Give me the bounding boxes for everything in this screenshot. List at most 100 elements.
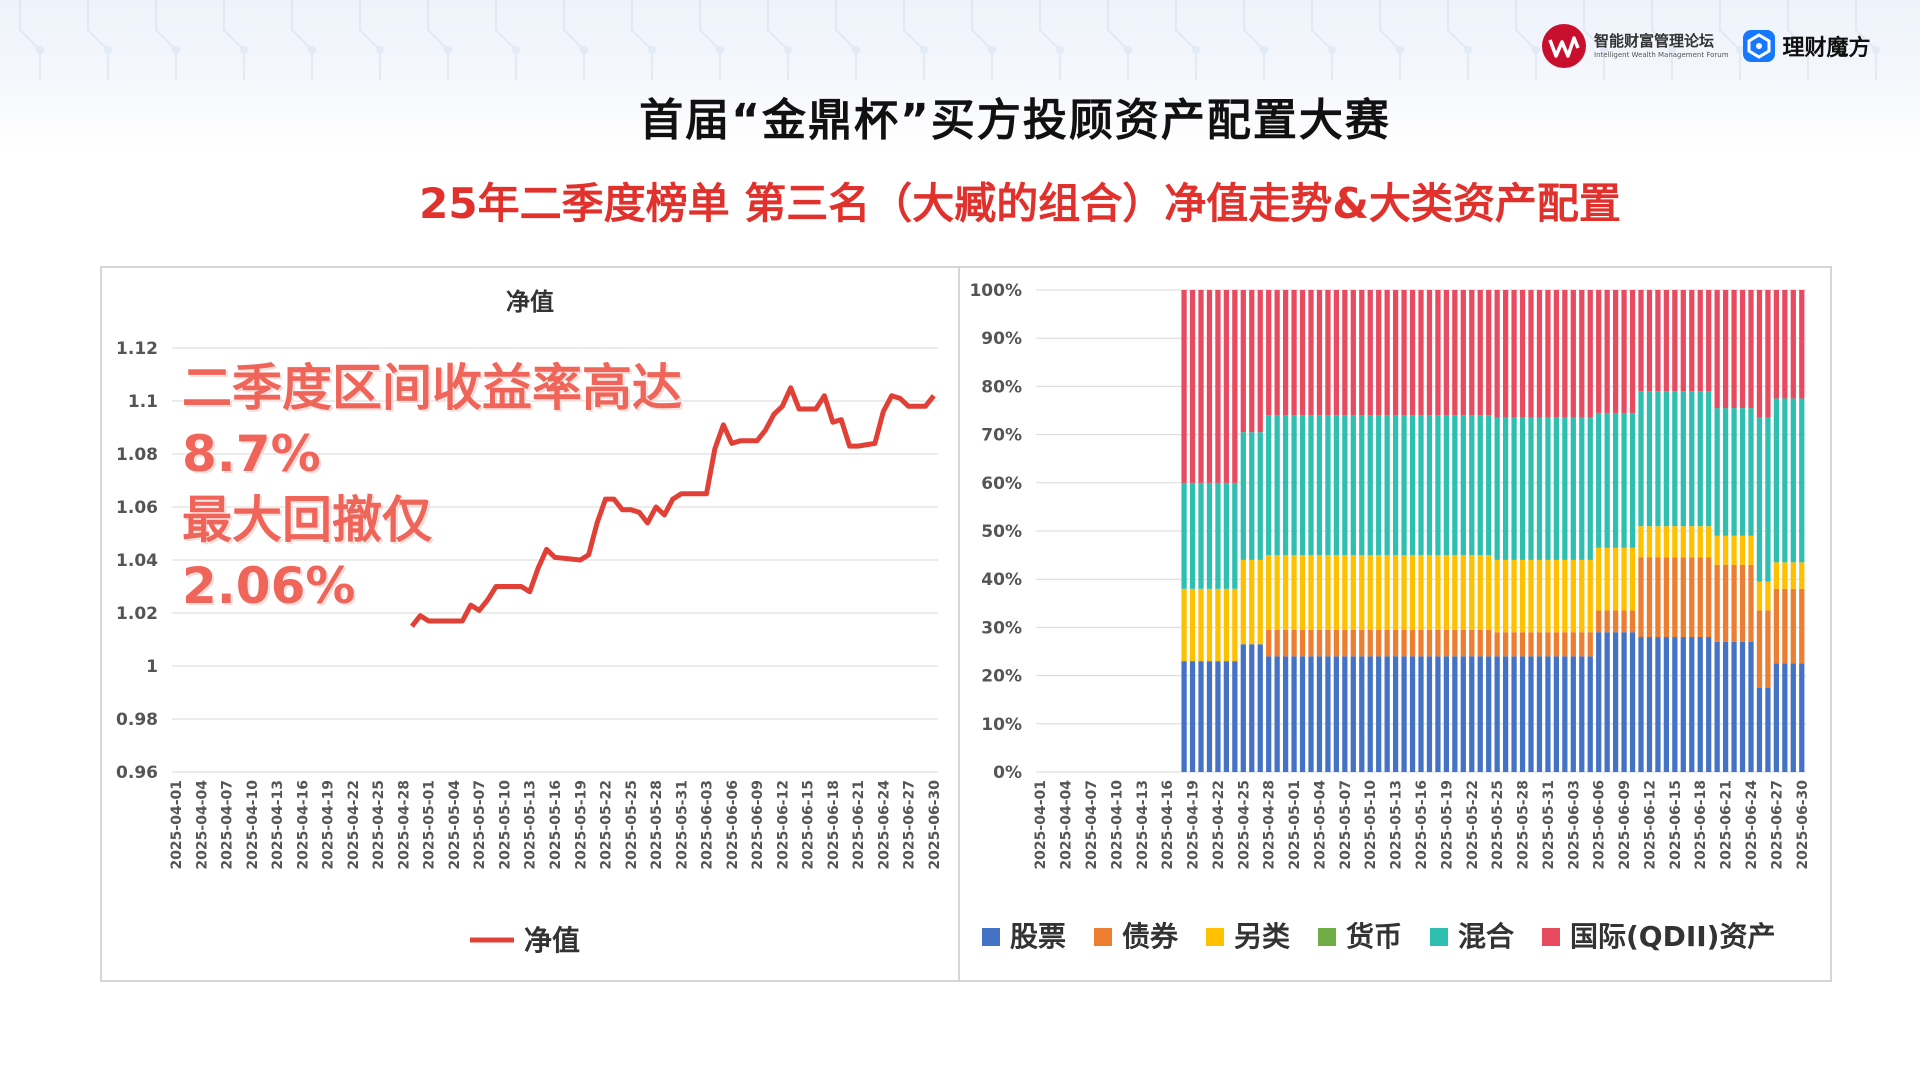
alloc-bar-segment <box>1748 564 1754 642</box>
alloc-bar-segment <box>1494 559 1500 633</box>
alloc-bar-segment <box>1545 559 1551 633</box>
alloc-bar-segment <box>1418 629 1424 657</box>
nav-x-tick-label: 2025-05-22 <box>599 780 615 870</box>
alloc-bar-segment <box>1731 408 1737 536</box>
alloc-bar-segment <box>1706 557 1712 638</box>
alloc-bar-segment <box>1325 629 1331 657</box>
alloc-bar-segment <box>1722 290 1729 409</box>
alloc-bar-segment <box>1511 559 1517 633</box>
alloc-bar-segment <box>1799 588 1805 664</box>
alloc-bar-segment <box>1350 555 1356 630</box>
alloc-bar-segment <box>1587 290 1593 418</box>
nav-x-tick-label: 2025-04-22 <box>346 780 362 870</box>
nav-x-tick-label: 2025-05-31 <box>674 780 690 870</box>
return-overlay: 二季度区间收益率高达 8.7% 最大回撤仅 2.06% <box>182 355 822 619</box>
alloc-bar-segment <box>1266 290 1272 416</box>
alloc-bar-segment <box>1477 415 1483 556</box>
overlay-line-3: 最大回撤仅 <box>182 491 432 549</box>
alloc-bar-segment <box>1359 290 1365 416</box>
alloc-bar-segment <box>1502 656 1509 772</box>
nav-y-tick-label: 1 <box>146 657 158 677</box>
nav-x-tick-label: 2025-04-19 <box>321 780 337 870</box>
alloc-bar-segment <box>1384 656 1390 772</box>
alloc-bar-segment <box>1198 661 1204 772</box>
nav-x-tick-label: 2025-06-27 <box>902 780 918 870</box>
alloc-y-tick-label: 80% <box>981 377 1022 397</box>
alloc-bar-segment <box>1756 581 1763 611</box>
alloc-bar-segment <box>1799 398 1805 563</box>
alloc-bar-segment <box>1308 290 1314 416</box>
alloc-bar-segment <box>1198 290 1204 483</box>
alloc-bar-segment <box>1596 547 1602 611</box>
alloc-bar-segment <box>1773 398 1780 563</box>
alloc-bar-segment <box>1799 663 1805 772</box>
nav-x-tick-label: 2025-05-28 <box>649 780 665 870</box>
alloc-bar-segment <box>1782 290 1788 399</box>
alloc-bar-segment <box>1782 588 1788 664</box>
alloc-bar-segment <box>1282 656 1289 772</box>
alloc-bar-segment <box>1646 637 1653 772</box>
nav-x-tick-label: 2025-05-19 <box>573 780 589 870</box>
alloc-x-tick-label: 2025-05-28 <box>1516 780 1532 870</box>
alloc-bar-segment <box>1714 641 1720 772</box>
alloc-bar-segment <box>1748 641 1754 772</box>
alloc-bar-segment <box>1579 290 1585 418</box>
alloc-bar-segment <box>1765 417 1771 582</box>
alloc-bar-segment <box>1790 663 1796 772</box>
alloc-bar-segment <box>1409 629 1416 657</box>
nav-y-tick-label: 1.08 <box>116 445 158 465</box>
alloc-bar-segment <box>1240 432 1246 560</box>
alloc-bar-segment <box>1765 687 1771 772</box>
alloc-bar-segment <box>1299 656 1306 772</box>
alloc-bar-segment <box>1562 559 1568 633</box>
alloc-bar-segment <box>1426 629 1433 657</box>
alloc-bar-segment <box>1553 656 1560 772</box>
alloc-bar-segment <box>1325 656 1331 772</box>
alloc-bar-segment <box>1316 415 1323 556</box>
forum-logo-icon <box>1542 24 1586 68</box>
alloc-bar-segment <box>1469 290 1475 416</box>
nav-x-tick-label: 2025-05-07 <box>472 780 488 870</box>
alloc-bar-segment <box>1562 656 1568 772</box>
alloc-bar-segment <box>1401 656 1407 772</box>
alloc-bar-segment <box>1452 415 1458 556</box>
alloc-bar-segment <box>1469 656 1475 772</box>
forum-text: 智能财富管理论坛 Intelligent Wealth Management F… <box>1594 32 1729 60</box>
nav-x-tick-label: 2025-06-12 <box>775 780 791 870</box>
alloc-bar-segment <box>1181 661 1187 772</box>
alloc-bar-segment <box>1570 417 1576 560</box>
header-background <box>0 0 1920 150</box>
alloc-bar-segment <box>1359 555 1365 630</box>
alloc-bar-segment <box>1604 547 1610 611</box>
alloc-bar-segment <box>1621 412 1627 548</box>
alloc-x-tick-label: 2025-06-24 <box>1744 780 1760 870</box>
nav-x-tick-label: 2025-05-25 <box>624 780 640 870</box>
alloc-bar-segment <box>1579 656 1585 772</box>
alloc-bar-segment <box>1655 557 1661 638</box>
alloc-bar-segment <box>1367 415 1373 556</box>
alloc-bar-segment <box>1282 629 1289 657</box>
alloc-bar-segment <box>1282 290 1289 416</box>
alloc-bar-segment <box>1655 290 1661 392</box>
alloc-bar-segment <box>1519 559 1526 633</box>
alloc-bar-segment <box>1452 629 1458 657</box>
alloc-bar-segment <box>1570 656 1576 772</box>
alloc-bar-segment <box>1502 417 1509 560</box>
alloc-y-tick-label: 40% <box>981 570 1022 590</box>
alloc-bar-segment <box>1579 417 1585 560</box>
alloc-bar-segment <box>1596 632 1602 772</box>
alloc-bar-segment <box>1443 555 1450 630</box>
alloc-bar-segment <box>1308 656 1314 772</box>
alloc-bar-segment <box>1604 632 1610 772</box>
alloc-bar-segment <box>1350 290 1356 416</box>
alloc-bar-segment <box>1274 290 1280 416</box>
alloc-bar-segment <box>1299 290 1306 416</box>
alloc-bar-segment <box>1502 632 1509 657</box>
alloc-bar-segment <box>1663 637 1670 772</box>
alloc-x-tick-label: 2025-05-22 <box>1465 780 1481 870</box>
alloc-bar-segment <box>1629 547 1636 611</box>
alloc-legend-swatch <box>982 928 1000 946</box>
alloc-bar-segment <box>1612 412 1619 548</box>
alloc-bar-segment <box>1638 526 1644 558</box>
alloc-bar-segment <box>1359 415 1365 556</box>
